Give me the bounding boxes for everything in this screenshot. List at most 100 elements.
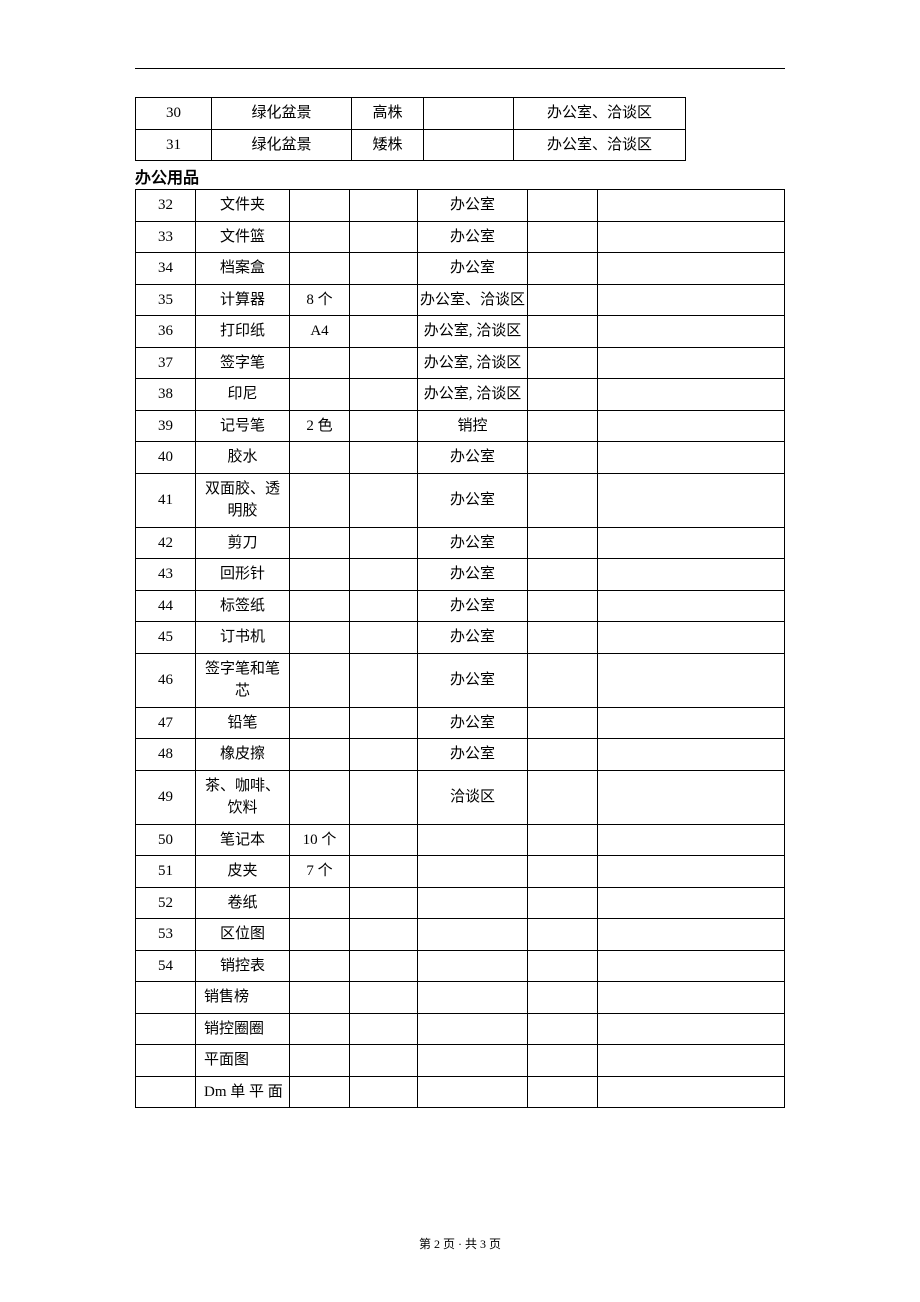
- table-cell: 剪刀: [196, 527, 290, 559]
- table-cell: [528, 316, 598, 348]
- table-cell: 43: [136, 559, 196, 591]
- table-cell: 矮株: [352, 129, 424, 161]
- table-cell: [528, 653, 598, 707]
- table-cell: [290, 221, 350, 253]
- table-cell: 8 个: [290, 284, 350, 316]
- table-cell: [598, 253, 785, 285]
- table-cell: 销控表: [196, 950, 290, 982]
- table-cell: 办公室: [418, 221, 528, 253]
- table-cell: [290, 253, 350, 285]
- table-cell: A4: [290, 316, 350, 348]
- table-cell: [598, 707, 785, 739]
- table-row: 38印尼办公室, 洽谈区: [136, 379, 785, 411]
- table-cell: [598, 887, 785, 919]
- table-cell: [598, 856, 785, 888]
- table-cell: [290, 887, 350, 919]
- table-cell: [598, 1045, 785, 1077]
- table-cell: 7 个: [290, 856, 350, 888]
- table-cell: 办公室: [418, 653, 528, 707]
- table-cell: 销售榜: [196, 982, 290, 1014]
- table-cell: [528, 410, 598, 442]
- table-cell: [350, 887, 418, 919]
- table-row: 30绿化盆景高株办公室、洽谈区: [136, 98, 686, 130]
- table-cell: [290, 622, 350, 654]
- table-cell: [528, 559, 598, 591]
- table-cell: [350, 473, 418, 527]
- table-cell: 32: [136, 190, 196, 222]
- table-cell: [418, 950, 528, 982]
- table-cell: [418, 982, 528, 1014]
- table-row: 50笔记本10 个: [136, 824, 785, 856]
- table-cell: [136, 1013, 196, 1045]
- table-cell: 39: [136, 410, 196, 442]
- table-cell: [528, 770, 598, 824]
- table-cell: [350, 190, 418, 222]
- table-cell: [598, 527, 785, 559]
- table-cell: 办公室: [418, 590, 528, 622]
- table-cell: [528, 473, 598, 527]
- table-cell: [290, 739, 350, 771]
- table-cell: 办公室: [418, 442, 528, 474]
- table-cell: [350, 856, 418, 888]
- table-cell: [418, 887, 528, 919]
- table-cell: [350, 982, 418, 1014]
- table-cell: [350, 1076, 418, 1108]
- table-cell: 卷纸: [196, 887, 290, 919]
- table-cell: [528, 856, 598, 888]
- table-cell: 46: [136, 653, 196, 707]
- table-cell: 茶、咖啡、饮料: [196, 770, 290, 824]
- table-cell: [598, 590, 785, 622]
- table-cell: [290, 770, 350, 824]
- table-cell: [350, 707, 418, 739]
- table-cell: [528, 284, 598, 316]
- table-row: 48橡皮擦办公室: [136, 739, 785, 771]
- table-cell: [350, 622, 418, 654]
- table-row: 44标签纸办公室: [136, 590, 785, 622]
- table-cell: [290, 442, 350, 474]
- table-cell: [350, 347, 418, 379]
- table-row: 51皮夹7 个: [136, 856, 785, 888]
- table-cell: [598, 653, 785, 707]
- table-cell: [350, 379, 418, 411]
- page-footer: 第 2 页 · 共 3 页: [0, 1235, 920, 1252]
- table-cell: [598, 824, 785, 856]
- table-cell: 2 色: [290, 410, 350, 442]
- table-cell: 办公室: [418, 527, 528, 559]
- table-cell: [290, 527, 350, 559]
- table-cell: [598, 347, 785, 379]
- table-cell: 办公室、洽谈区: [514, 129, 686, 161]
- table-cell: 37: [136, 347, 196, 379]
- table-row: 54销控表: [136, 950, 785, 982]
- table-cell: [350, 770, 418, 824]
- table-cell: [350, 442, 418, 474]
- table-cell: [350, 221, 418, 253]
- table-cell: [424, 129, 514, 161]
- table-cell: [136, 1045, 196, 1077]
- table-cell: 洽谈区: [418, 770, 528, 824]
- table-cell: 回形针: [196, 559, 290, 591]
- table-cell: 办公室: [418, 707, 528, 739]
- table-cell: 办公室, 洽谈区: [418, 316, 528, 348]
- table-cell: [528, 190, 598, 222]
- table-row: 53区位图: [136, 919, 785, 951]
- table-cell: [350, 410, 418, 442]
- table-row: 46签字笔和笔芯办公室: [136, 653, 785, 707]
- table-cell: 办公室: [418, 473, 528, 527]
- table-cell: [136, 982, 196, 1014]
- table-cell: 笔记本: [196, 824, 290, 856]
- table-cell: [528, 221, 598, 253]
- table-cell: [598, 410, 785, 442]
- table-cell: [598, 221, 785, 253]
- table-cell: 50: [136, 824, 196, 856]
- table-row: Dm 单 平 面: [136, 1076, 785, 1108]
- table-cell: 印尼: [196, 379, 290, 411]
- table-row: 35计算器8 个办公室、洽谈区: [136, 284, 785, 316]
- table-cell: 绿化盆景: [212, 129, 352, 161]
- section-title: 办公用品: [135, 161, 785, 189]
- table-cell: [350, 1045, 418, 1077]
- table-row: 37签字笔办公室, 洽谈区: [136, 347, 785, 379]
- table-cell: [528, 1076, 598, 1108]
- table-row: 52卷纸: [136, 887, 785, 919]
- table-cell: [290, 919, 350, 951]
- table-cell: [350, 253, 418, 285]
